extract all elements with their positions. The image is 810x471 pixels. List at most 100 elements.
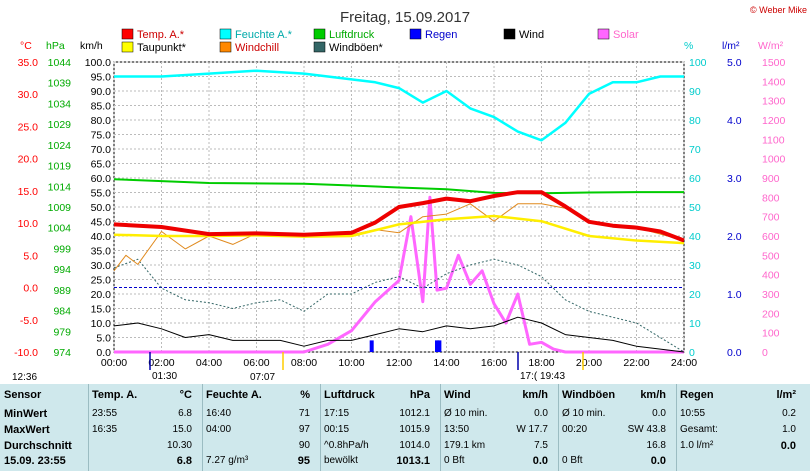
series-luftdruckline <box>113 178 684 195</box>
solar-axis-tick: 700 <box>762 212 780 224</box>
x-tick-label: 24:00 <box>671 357 697 369</box>
rain-axis-tick: 3.0 <box>727 173 742 185</box>
humidity-axis-tick: 90 <box>689 86 701 98</box>
x-tick-label: 18:00 <box>528 357 554 369</box>
stats-cell-value: 0.0 <box>650 455 666 467</box>
stats-cell-time: Ø 10 min. <box>562 408 606 419</box>
stats-header: Feuchte A. <box>206 389 262 401</box>
stats-cell-value: 97 <box>298 424 310 435</box>
humidity-axis-tick: 10 <box>689 318 701 330</box>
x-tick-label: 06:00 <box>243 357 269 369</box>
stats-row-label: MaxWert <box>4 424 50 436</box>
stats-cell-value: 16.8 <box>646 440 666 451</box>
rain-axis-tick: 5.0 <box>727 57 742 69</box>
weather-chart: Freitag, 15.09.2017 © Weber Mike 00:00 02:0… <box>14 5 807 370</box>
stats-column-divider <box>88 384 90 471</box>
wind-axis-tick: 90.0 <box>91 86 112 98</box>
stats-cell-value: 6.8 <box>176 455 192 467</box>
hpa-axis-tick: 994 <box>53 264 71 276</box>
stats-row-label: Durchschnitt <box>4 440 72 452</box>
stats-unit: % <box>300 389 310 401</box>
stats-cell-time: 7.27 g/m³ <box>206 455 249 466</box>
rain-axis-tick: 4.0 <box>727 115 742 127</box>
legend-swatch <box>121 28 134 40</box>
solar-axis-tick: 800 <box>762 192 780 204</box>
solar-axis-tick: 1000 <box>762 154 786 166</box>
hpa-axis-tick: 1044 <box>48 57 72 69</box>
humidity-axis-tick: 30 <box>689 260 701 272</box>
wind-axis-tick: 5.0 <box>96 333 111 345</box>
x-tick-label: 04:00 <box>196 357 222 369</box>
series-windb-en-line <box>113 258 685 353</box>
wind-axis-tick: 20.0 <box>91 289 112 301</box>
stats-cell-time: 10:55 <box>680 408 706 419</box>
wind-axis-tick: 0.0 <box>96 347 111 359</box>
rain-bar <box>435 340 439 352</box>
wind-axis-unit: km/h <box>80 40 103 52</box>
stats-cell-time: 0 Bft <box>562 455 583 466</box>
humidity-axis-tick: 40 <box>689 231 701 243</box>
x-tick-label: 14:00 <box>433 357 459 369</box>
stats-cell-time: 00:15 <box>324 424 350 435</box>
solar-axis-tick: 600 <box>762 231 780 243</box>
stats-cell-time: 179.1 km <box>444 440 486 451</box>
stats-cell-value: 1013.1 <box>396 455 430 467</box>
wind-axis-tick: 60.0 <box>91 173 112 185</box>
stats-column-divider <box>440 384 442 471</box>
stats-unit: hPa <box>409 389 430 401</box>
sunrise-mark-2: 01:30 <box>152 371 178 382</box>
hpa-axis-tick: 1024 <box>48 140 72 152</box>
legend-label: Solar <box>613 29 639 41</box>
stats-header: Temp. A. <box>92 389 138 401</box>
legend-label: Temp. A.* <box>137 29 185 41</box>
wind-axis-tick: 15.0 <box>91 304 112 316</box>
hpa-axis-tick: 1009 <box>48 202 72 214</box>
stats-cell-value: 1015.9 <box>399 424 430 435</box>
wind-axis-tick: 95.0 <box>91 72 112 84</box>
wind-axis-tick: 35.0 <box>91 246 112 258</box>
legend-label: Feuchte A.* <box>235 29 293 41</box>
sunset-mark: 17:( 19:43 <box>520 371 566 382</box>
solar-axis-tick: 1400 <box>762 76 786 88</box>
wind-axis-tick: 80.0 <box>91 115 112 127</box>
stats-cell-time: 16:35 <box>92 424 118 435</box>
temp-axis-tick: 0.0 <box>23 283 38 295</box>
wind-axis-tick: 75.0 <box>91 130 112 142</box>
solar-axis-tick: 100 <box>762 328 780 340</box>
solar-axis-tick: 900 <box>762 173 780 185</box>
solar-axis-tick: 1100 <box>762 134 785 146</box>
x-tick-label: 20:00 <box>576 357 602 369</box>
copyright-label: © Weber Mike <box>750 5 807 15</box>
series-temp-a-line <box>113 190 685 243</box>
temp-axis-tick: 35.0 <box>18 57 39 69</box>
solar-axis-tick: 0 <box>762 347 768 359</box>
hpa-axis-tick: 1029 <box>48 119 72 131</box>
x-tick-label: 00:00 <box>101 357 127 369</box>
solar-axis-tick: 1300 <box>762 96 786 108</box>
stats-cell-value: SW 43.8 <box>627 424 666 435</box>
x-tick-label: 02:00 <box>148 357 174 369</box>
hpa-axis-tick: 1019 <box>48 161 72 173</box>
stats-cell-value: 0.0 <box>532 455 548 467</box>
hpa-axis-tick: 1004 <box>48 223 72 235</box>
stats-cell-value: 10.30 <box>166 440 192 451</box>
temp-axis-tick: 5.0 <box>23 250 38 262</box>
stats-header: Sensor <box>4 389 42 401</box>
stats-cell-time: Gesamt: <box>680 424 718 435</box>
wind-axis-tick: 70.0 <box>91 144 112 156</box>
stats-cell-value: 15.0 <box>172 424 192 435</box>
rain-axis-tick: 0.0 <box>727 347 742 359</box>
humidity-axis-tick: 50 <box>689 202 701 214</box>
stats-unit: l/m² <box>776 389 796 401</box>
x-tick-label: 10:00 <box>338 357 364 369</box>
legend-label: Regen <box>425 29 457 41</box>
x-tick-label: 12:00 <box>386 357 412 369</box>
hpa-axis-tick: 984 <box>53 306 71 318</box>
stats-cell-value: 90 <box>298 440 310 451</box>
stats-header: Luftdruck <box>324 389 375 401</box>
humidity-axis-tick: 80 <box>689 115 701 127</box>
wind-axis-tick: 50.0 <box>91 202 112 214</box>
stats-cell-time: 13:50 <box>444 424 470 435</box>
stats-cell-time: 16:40 <box>206 408 232 419</box>
wind-axis-tick: 100.0 <box>85 57 111 69</box>
